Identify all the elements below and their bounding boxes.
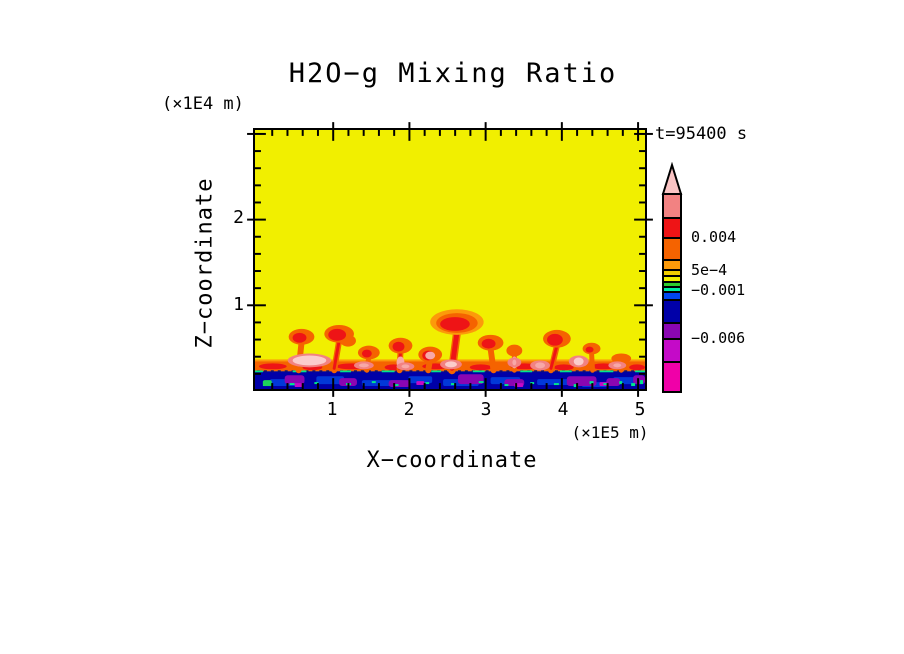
colorbar-level-label: 5e−4 xyxy=(691,261,728,279)
z-axis-title: Z−coordinate xyxy=(192,177,218,349)
x-axis-unit: (×1E5 m) xyxy=(571,423,649,442)
colorbar-level-label: −0.006 xyxy=(691,329,746,347)
colorbar-level-label: −0.001 xyxy=(691,281,746,299)
colorbar-segment xyxy=(662,217,682,239)
colorbar-segment xyxy=(662,361,682,393)
heatmap-field xyxy=(247,122,653,397)
x-tick-label: 5 xyxy=(634,399,646,420)
x-tick-label: 3 xyxy=(480,399,492,420)
colorbar xyxy=(661,162,683,393)
x-tick-label: 2 xyxy=(403,399,415,420)
colorbar-level-label: 0.004 xyxy=(691,228,737,246)
plume xyxy=(324,324,356,374)
plume xyxy=(430,309,484,375)
colorbar-segment xyxy=(662,322,682,340)
x-axis-title: X−coordinate xyxy=(366,448,538,473)
z-tick-label: 2 xyxy=(233,207,244,228)
z-axis-unit: (×1E4 m) xyxy=(162,94,244,114)
colorbar-segment xyxy=(662,259,682,271)
plume xyxy=(543,329,571,374)
colorbar-segment xyxy=(662,237,682,261)
z-tick-label: 1 xyxy=(233,294,244,315)
colorbar-segment xyxy=(662,291,682,301)
colorbar-segment xyxy=(662,299,682,324)
colorbar-segment xyxy=(662,338,682,363)
plot-area xyxy=(247,122,653,397)
plume xyxy=(582,342,601,373)
x-tick-label: 1 xyxy=(326,399,338,420)
x-tick-label: 4 xyxy=(557,399,569,420)
chart-title: H2O−g Mixing Ratio xyxy=(288,58,618,89)
plume xyxy=(477,334,504,374)
colorbar-segment xyxy=(662,193,682,219)
time-label: t=95400 s xyxy=(655,124,748,144)
plume xyxy=(418,346,443,374)
